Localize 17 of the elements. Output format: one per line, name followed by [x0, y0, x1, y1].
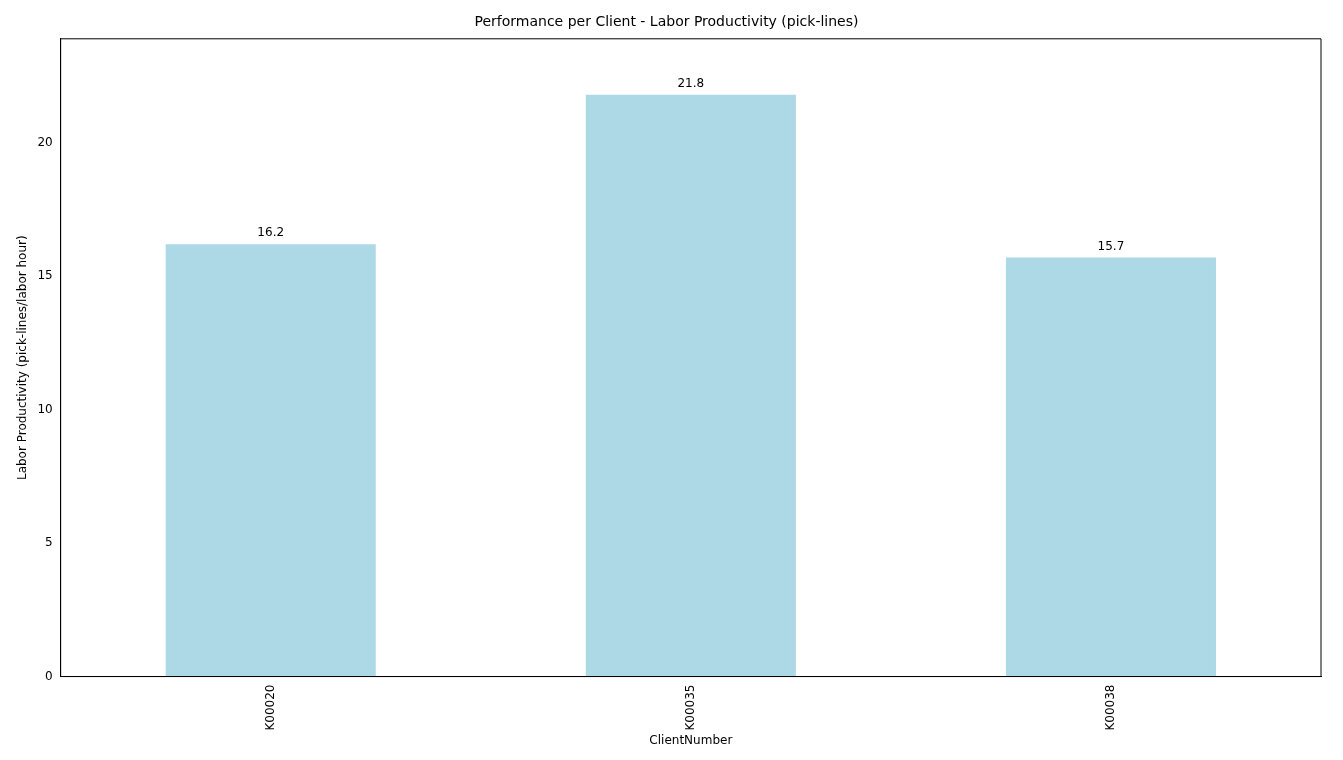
bar	[1005, 257, 1216, 677]
bar	[585, 94, 796, 677]
x-tick-label: K00035	[682, 684, 697, 731]
y-tick-label: 0	[45, 668, 53, 683]
data-label: 21.8	[677, 75, 705, 90]
y-tick-label: 10	[37, 401, 53, 416]
data-label: 16.2	[257, 225, 285, 240]
x-axis-title: ClientNumber	[649, 732, 733, 747]
x-tick-label: K00020	[262, 684, 277, 731]
data-label: 15.7	[1097, 238, 1125, 253]
y-axis-title: Labor Productivity (pick-lines/labor hour)	[15, 235, 30, 481]
y-tick-label: 5	[45, 535, 53, 550]
chart-title: Performance per Client - Labor Productivity (pick-lines)	[474, 13, 859, 30]
y-tick-label: 15	[37, 268, 53, 283]
y-tick-label: 20	[37, 134, 53, 149]
bar	[165, 244, 376, 677]
x-tick-label: K00038	[1103, 684, 1118, 731]
